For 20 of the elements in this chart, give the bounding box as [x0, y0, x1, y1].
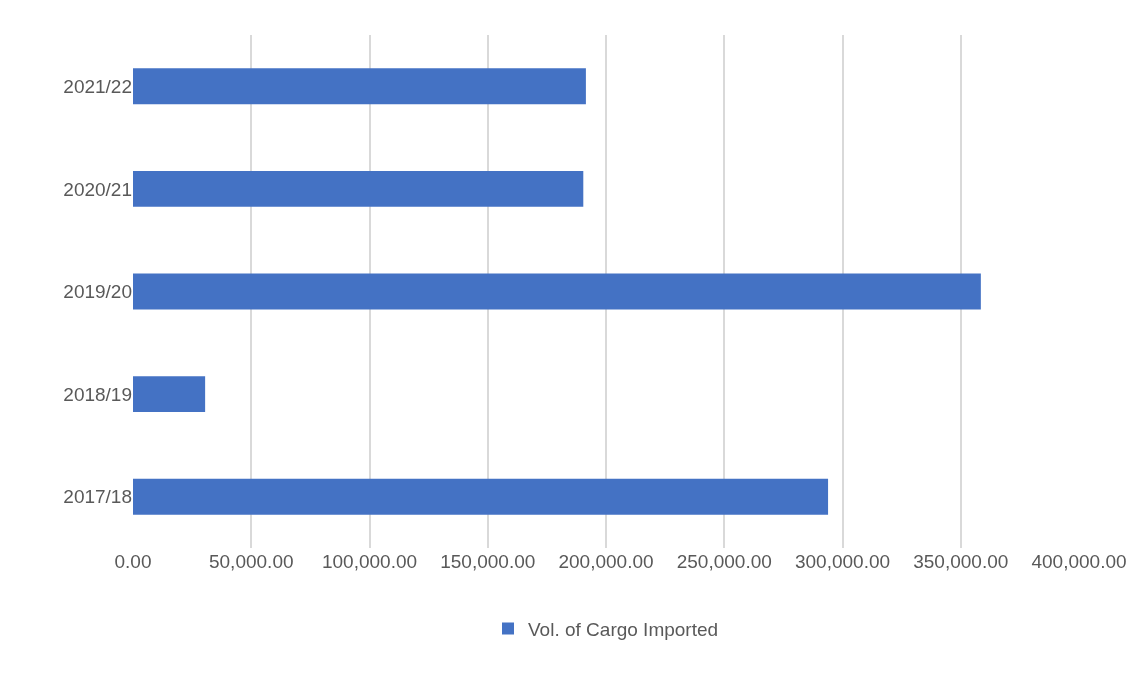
- y-tick-label: 2019/20: [63, 281, 132, 303]
- bar: [133, 376, 206, 413]
- bar: [133, 478, 829, 515]
- y-tick-label: 2020/21: [63, 178, 132, 200]
- y-tick-label: 2018/19: [63, 383, 132, 405]
- x-tick-label: 200,000.00: [558, 551, 654, 572]
- x-tick-label: 250,000.00: [676, 551, 772, 572]
- y-tick-label: 2021/22: [63, 75, 132, 97]
- y-tick-label: 2017/18: [63, 486, 132, 508]
- x-tick-label: 150,000.00: [440, 551, 536, 572]
- bar: [133, 170, 584, 207]
- legend-label: Vol. of Cargo Imported: [528, 618, 719, 640]
- bar: [133, 68, 586, 105]
- x-tick-label: 350,000.00: [913, 551, 1009, 572]
- bar: [133, 273, 981, 310]
- x-tick-label: 300,000.00: [794, 551, 891, 572]
- x-tick-label: 50,000.00: [208, 551, 294, 572]
- x-tick-label: 100,000.00: [321, 551, 418, 572]
- x-tick-label: 400,000.00: [1031, 551, 1127, 572]
- x-tick-label: 0.00: [114, 551, 152, 572]
